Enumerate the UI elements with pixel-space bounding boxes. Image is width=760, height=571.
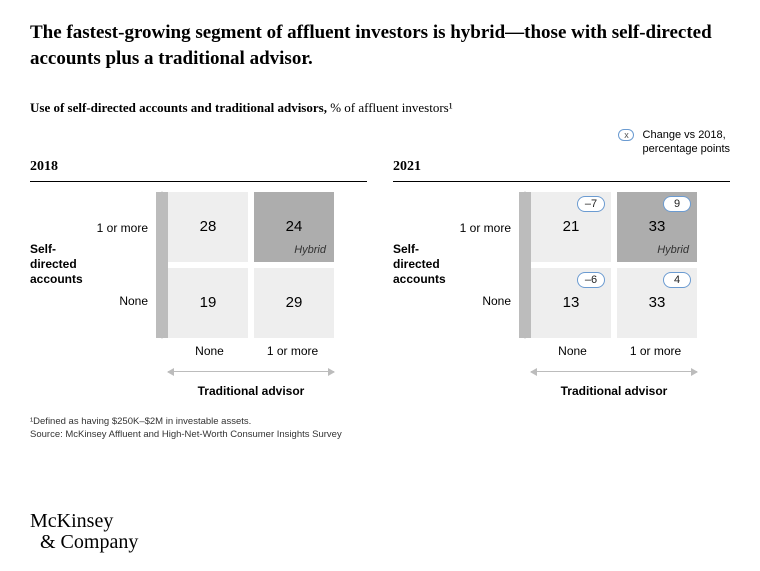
cell-value: 21 [563, 218, 580, 235]
logo-line1: McKinsey [30, 511, 138, 532]
panel-2018: 2018 Self- directed accounts 1 or more N… [30, 159, 367, 398]
cell-2018-tl: 28 [168, 192, 248, 262]
mckinsey-logo: McKinsey & Company [30, 511, 138, 553]
x-axis-arrow-icon [531, 366, 697, 378]
y-axis-arrow-icon [156, 192, 168, 338]
change-badge: 4 [663, 272, 691, 288]
cell-2018-bl: 19 [168, 268, 248, 338]
col-labels-right: None 1 or more [531, 344, 697, 358]
cell-sublabel: Hybrid [657, 244, 689, 256]
change-badge: –7 [577, 196, 605, 212]
matrix-2021: –7 21 9 33 Hybrid –6 13 4 33 [531, 192, 697, 338]
legend-text-l1: Change vs 2018, [643, 129, 726, 141]
row-labels-right: 1 or more None [453, 192, 519, 338]
panel-2021: 2021 Self- directed accounts 1 or more N… [393, 159, 730, 398]
row-label-top: 1 or more [453, 193, 511, 263]
cell-value: 28 [200, 218, 217, 235]
y-axis-label: Self- directed accounts [393, 192, 453, 338]
footnote-definition: ¹Defined as having $250K–$2M in investab… [30, 416, 730, 429]
footnote-source: Source: McKinsey Affluent and High-Net-W… [30, 429, 730, 442]
col-label-none: None [531, 344, 614, 358]
cell-value: 33 [649, 218, 666, 235]
row-label-bottom: None [90, 266, 148, 336]
cell-value: 29 [286, 294, 303, 311]
legend-swatch-icon: x [618, 129, 634, 141]
col-label-one-or-more: 1 or more [251, 344, 334, 358]
footnotes: ¹Defined as having $250K–$2M in investab… [30, 416, 730, 442]
subtitle: Use of self-directed accounts and tradit… [30, 99, 730, 117]
cell-2018-tr: 24 Hybrid [254, 192, 334, 262]
cell-2021-bl: –6 13 [531, 268, 611, 338]
col-labels-left: None 1 or more [168, 344, 334, 358]
cell-2021-tl: –7 21 [531, 192, 611, 262]
change-badge: –6 [577, 272, 605, 288]
cell-2018-br: 29 [254, 268, 334, 338]
cell-value: 19 [200, 294, 217, 311]
col-label-none: None [168, 344, 251, 358]
cell-2021-tr: 9 33 Hybrid [617, 192, 697, 262]
subtitle-rest: % of affluent investors¹ [327, 100, 453, 115]
change-badge: 9 [663, 196, 691, 212]
y-axis-arrow-icon [519, 192, 531, 338]
x-axis-label: Traditional advisor [531, 384, 697, 398]
change-legend: x Change vs 2018, percentage points [30, 129, 730, 157]
y-axis-label: Self- directed accounts [30, 192, 90, 338]
cell-value: 13 [563, 294, 580, 311]
row-label-bottom: None [453, 266, 511, 336]
year-label-right: 2021 [393, 159, 730, 182]
subtitle-bold: Use of self-directed accounts and tradit… [30, 100, 327, 115]
year-label-left: 2018 [30, 159, 367, 182]
logo-line2: & Company [30, 532, 138, 553]
row-label-top: 1 or more [90, 193, 148, 263]
x-axis-arrow-icon [168, 366, 334, 378]
col-label-one-or-more: 1 or more [614, 344, 697, 358]
matrix-2018: 28 24 Hybrid 19 29 [168, 192, 334, 338]
legend-text-l2: percentage points [643, 143, 730, 155]
cell-value: 33 [649, 294, 666, 311]
panels: 2018 Self- directed accounts 1 or more N… [30, 159, 730, 398]
row-labels-left: 1 or more None [90, 192, 156, 338]
cell-value: 24 [286, 218, 303, 235]
cell-2021-br: 4 33 [617, 268, 697, 338]
headline: The fastest-growing segment of affluent … [30, 20, 730, 71]
x-axis-label: Traditional advisor [168, 384, 334, 398]
legend-text: Change vs 2018, percentage points [643, 129, 730, 157]
cell-sublabel: Hybrid [294, 244, 326, 256]
